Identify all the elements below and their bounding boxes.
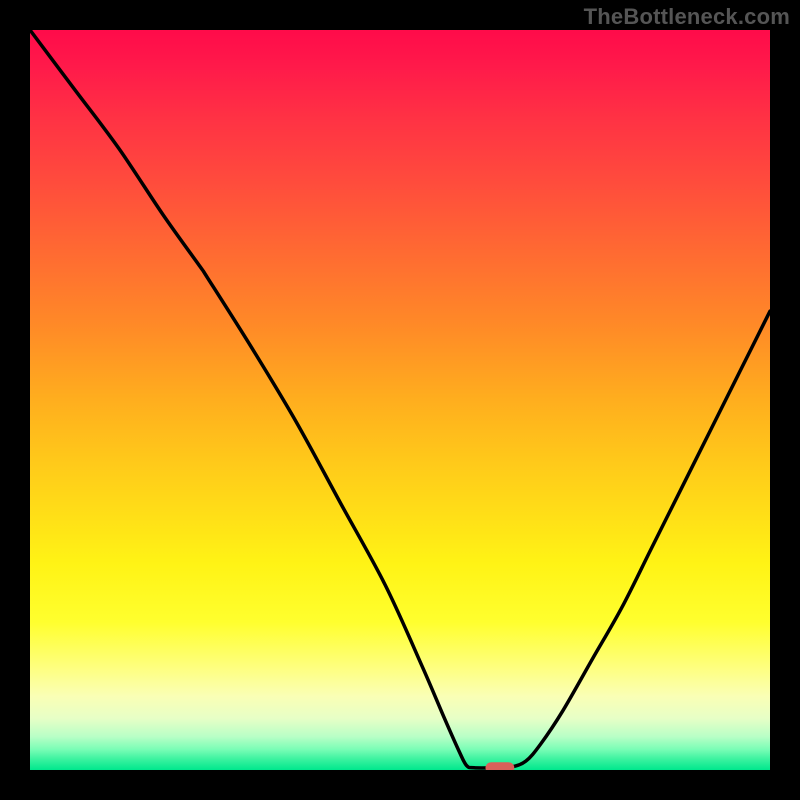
bottleneck-chart — [0, 0, 800, 800]
frame-left — [0, 0, 30, 800]
watermark-text: TheBottleneck.com — [584, 4, 790, 30]
frame-right — [770, 0, 800, 800]
plot-background — [30, 30, 770, 770]
chart-stage: TheBottleneck.com — [0, 0, 800, 800]
frame-bottom — [0, 770, 800, 800]
